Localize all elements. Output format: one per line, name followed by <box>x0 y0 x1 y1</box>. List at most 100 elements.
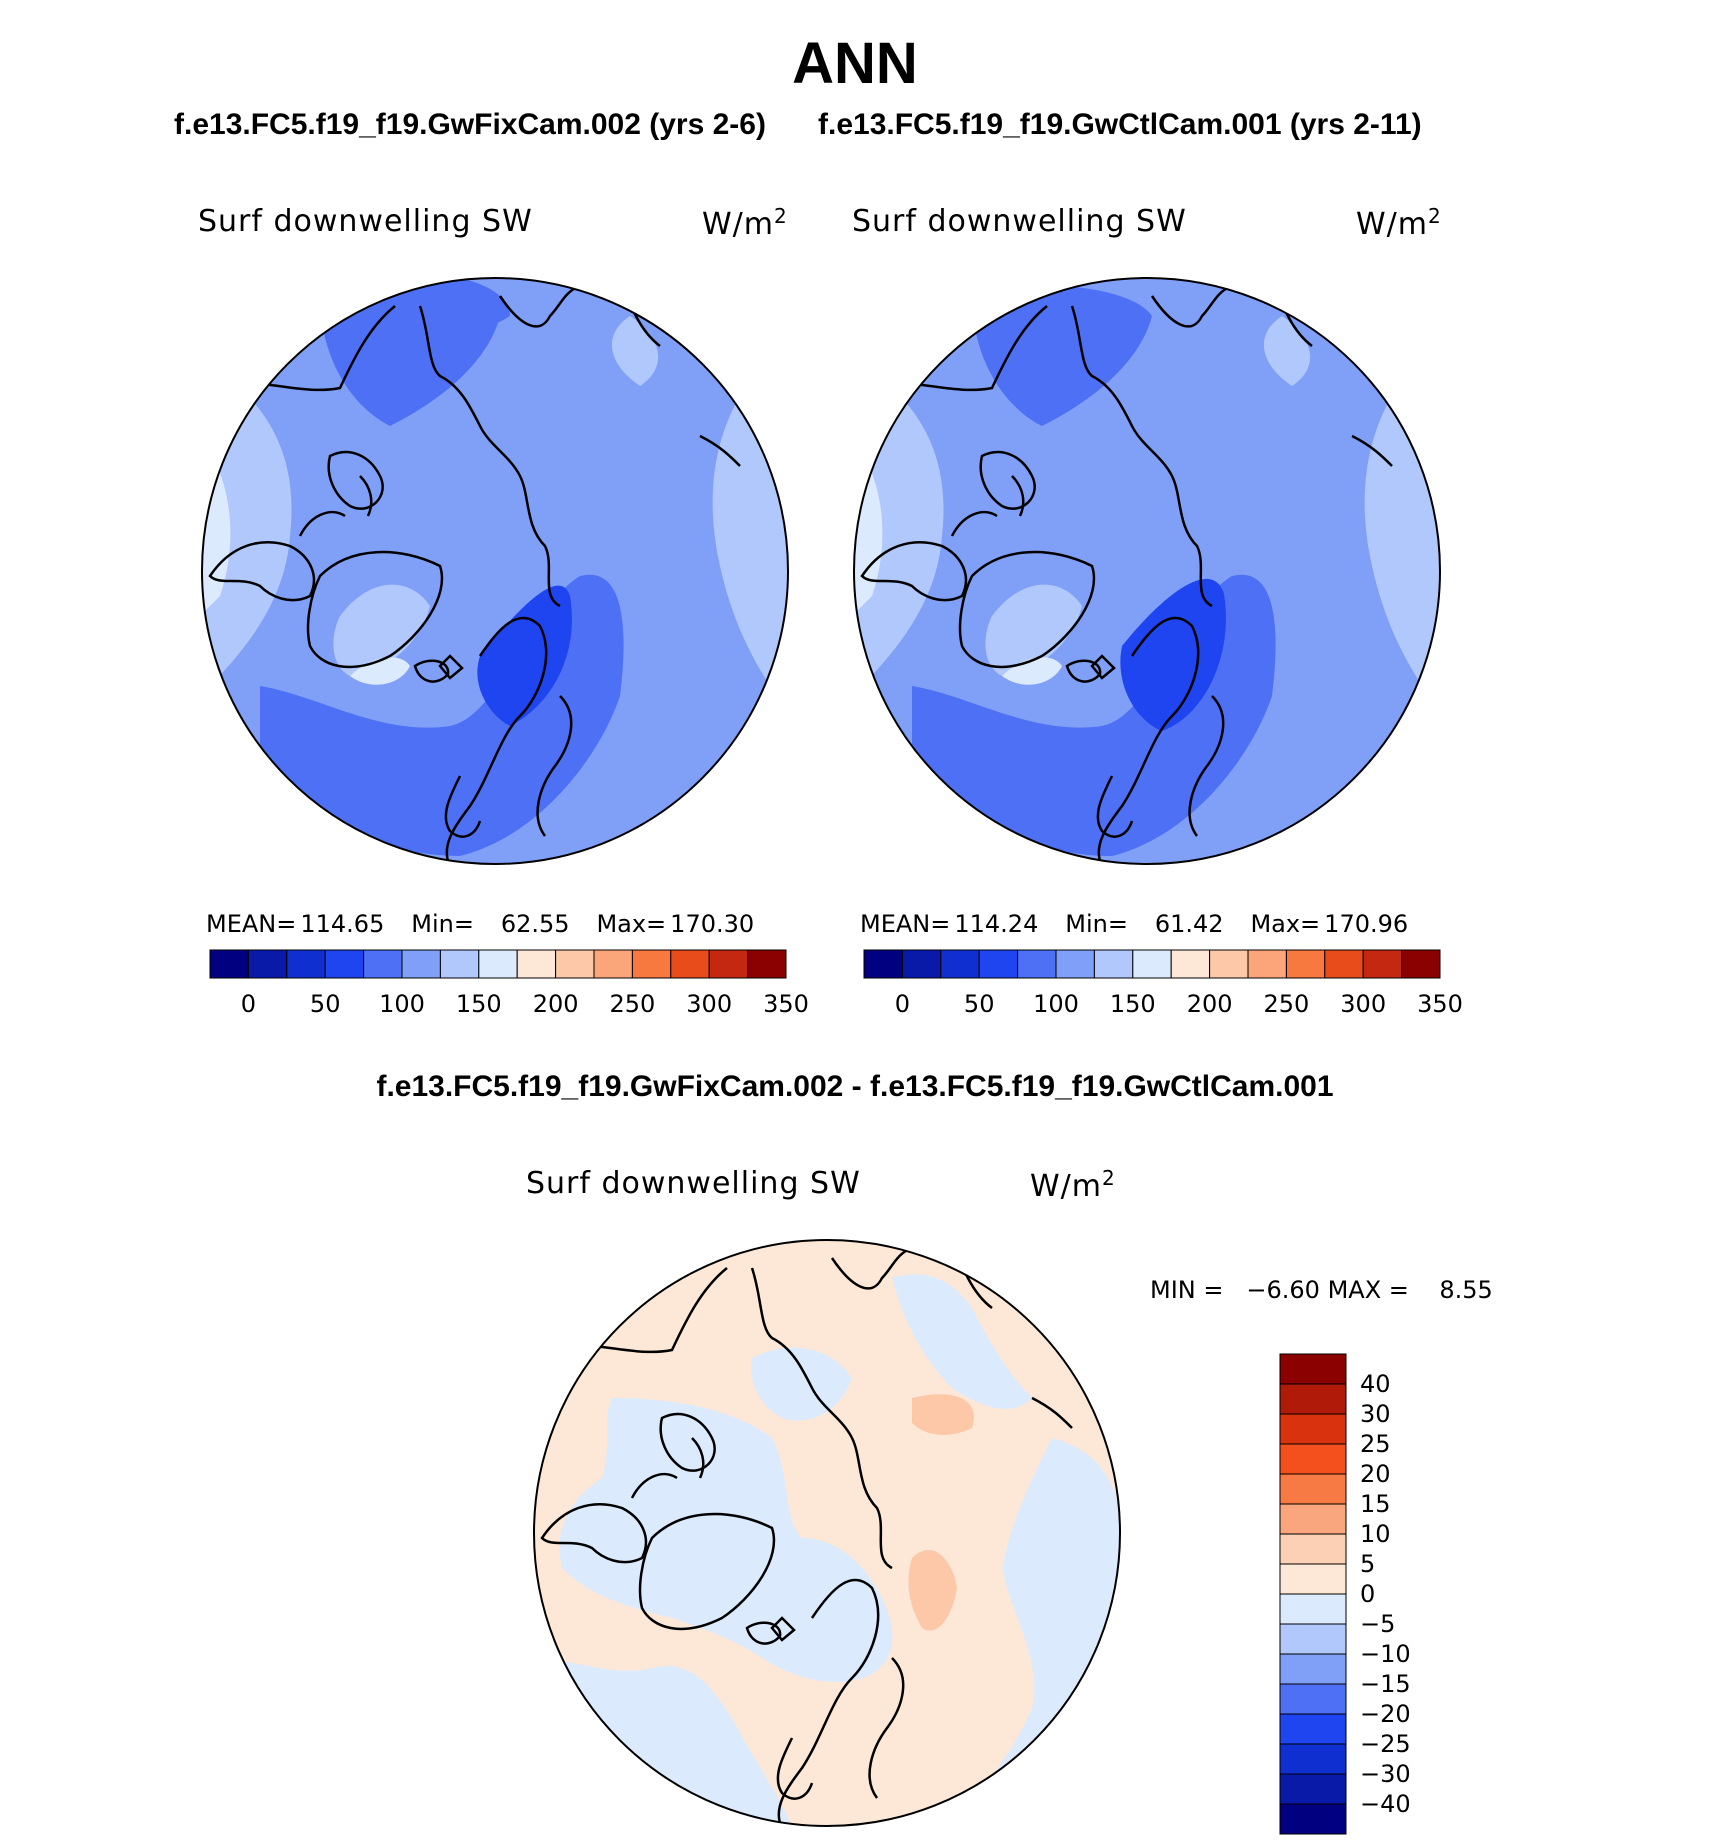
coastlines <box>860 278 1393 864</box>
colorbar-swatch <box>670 949 710 979</box>
colorbar-swatch <box>1093 949 1134 979</box>
colorbar-swatch <box>1279 1563 1347 1595</box>
field-region <box>333 584 430 676</box>
colorbar-swatch <box>439 949 480 979</box>
colorbar-tick-label: −30 <box>1360 1760 1411 1788</box>
panel2-variable-label: Surf downwelling SW <box>852 204 1187 239</box>
colorbar-tick-label: 0 <box>895 990 910 1018</box>
colorbar-tick-label: −40 <box>1360 1790 1411 1818</box>
colorbar-swatch <box>363 949 403 979</box>
colorbar-swatch <box>1279 1713 1347 1745</box>
colorbar-tick-label: 250 <box>1263 990 1309 1018</box>
colorbar-tick-label: 150 <box>456 990 502 1018</box>
field-region <box>559 1398 893 1682</box>
colorbar-tick-label: 5 <box>1360 1550 1375 1578</box>
field-region <box>1002 657 1062 685</box>
difference-minmax: MIN = −6.60 MAX = 8.55 <box>1150 1276 1493 1304</box>
colorbar-swatch <box>1170 949 1211 979</box>
panel3-units-label: W/m2 <box>1030 1166 1116 1204</box>
colorbar-swatch <box>247 949 288 979</box>
field-region <box>972 285 1152 426</box>
colorbar-swatch <box>1132 949 1172 979</box>
colorbar-swatch <box>978 949 1019 979</box>
colorbar-tick-label: −10 <box>1360 1640 1411 1668</box>
colorbar-swatch <box>1279 1743 1347 1775</box>
map-case2 <box>853 277 1441 865</box>
colorbar-swatch <box>1247 949 1287 979</box>
colorbar-tick-label: 100 <box>1033 990 1079 1018</box>
colorbar-swatch <box>1362 949 1403 979</box>
colorbar-swatch <box>1279 1803 1347 1835</box>
colorbar-swatch <box>593 949 633 979</box>
colorbar-swatch <box>747 949 787 979</box>
field-region <box>912 1394 974 1435</box>
panel1-stats: MEAN= 114.65 Min= 62.55 Max= 170.30 <box>206 910 755 938</box>
colorbar-swatch <box>1209 949 1249 979</box>
field-region <box>892 1274 1032 1409</box>
colorbar-tick-label: 50 <box>964 990 995 1018</box>
colorbar-tick-label: 200 <box>1187 990 1233 1018</box>
field-region <box>751 1347 852 1421</box>
colorbar-tick-label: −15 <box>1360 1670 1411 1698</box>
panel1-variable-label: Surf downwelling SW <box>198 204 533 239</box>
colorbar-swatch <box>1279 1413 1347 1445</box>
colorbar-tick-label: 300 <box>1340 990 1386 1018</box>
colorbar-swatch <box>863 949 903 979</box>
colorbar-swatch <box>1279 1533 1347 1565</box>
colorbar-swatch <box>1279 1383 1347 1415</box>
colorbar-tick-label: 15 <box>1360 1490 1391 1518</box>
colorbar-tick-label: −20 <box>1360 1700 1411 1728</box>
map-boundary <box>533 1239 1121 1827</box>
colorbar-swatch <box>1279 1623 1347 1655</box>
colorbar-swatch <box>708 949 749 979</box>
coastlines <box>208 278 741 864</box>
case2-title: f.e13.FC5.f19_f19.GwCtlCam.001 (yrs 2-11… <box>818 108 1422 141</box>
colorbar-case1: 0 50 100 150 200 250 300 350 <box>209 949 809 1018</box>
field-region <box>477 585 572 726</box>
colorbar-tick-label: 250 <box>609 990 655 1018</box>
difference-title: f.e13.FC5.f19_f19.GwFixCam.002 - f.e13.F… <box>376 1070 1334 1103</box>
colorbar-swatch <box>1279 1443 1347 1475</box>
colorbar-tick-label: 350 <box>763 990 809 1018</box>
colorbar-swatch <box>1324 949 1364 979</box>
field-region <box>350 657 410 685</box>
colorbar-tick-label: 100 <box>379 990 425 1018</box>
colorbar-swatch <box>1017 949 1057 979</box>
colorbar-tick-label: 10 <box>1360 1520 1391 1548</box>
colorbar-swatch <box>1279 1503 1347 1535</box>
colorbar-swatch <box>1401 949 1441 979</box>
colorbar-swatch <box>478 949 518 979</box>
colorbar-tick-label: 50 <box>310 990 341 1018</box>
panel2-stats: MEAN= 114.24 Min= 61.42 Max= 170.96 <box>860 910 1409 938</box>
field-region <box>908 1549 957 1631</box>
panel3-variable-label: Surf downwelling SW <box>526 1166 861 1201</box>
colorbar-swatch <box>516 949 557 979</box>
colorbar-tick-label: 300 <box>686 990 732 1018</box>
colorbar-tick-label: 200 <box>533 990 579 1018</box>
colorbar-tick-label: 40 <box>1360 1370 1391 1398</box>
colorbar-tick-label: 30 <box>1360 1400 1391 1428</box>
colorbar-swatch <box>1285 949 1326 979</box>
colorbar-tick-label: 20 <box>1360 1460 1391 1488</box>
colorbar-case2: 0 50 100 150 200 250 300 350 <box>863 949 1463 1018</box>
map-boundary <box>853 277 1441 865</box>
field-region <box>985 584 1082 676</box>
colorbar-tick-label: 350 <box>1417 990 1463 1018</box>
colorbar-swatch <box>1279 1473 1347 1505</box>
map-boundary <box>201 277 789 865</box>
panel1-units-label: W/m2 <box>702 204 788 242</box>
colorbar-swatch <box>1279 1353 1347 1385</box>
colorbar-swatch <box>286 949 326 979</box>
colorbar-swatch <box>940 949 980 979</box>
colorbar-swatch <box>555 949 595 979</box>
colorbar-swatch <box>401 949 441 979</box>
map-difference <box>533 1239 1121 1827</box>
colorbar-swatch <box>1279 1683 1347 1715</box>
field-region <box>1120 578 1226 731</box>
colorbar-swatch <box>901 949 942 979</box>
colorbar-swatch <box>1279 1773 1347 1805</box>
colorbar-swatch <box>1279 1653 1347 1685</box>
colorbar-tick-label: 0 <box>241 990 256 1018</box>
panel2-units-label: W/m2 <box>1356 204 1442 242</box>
